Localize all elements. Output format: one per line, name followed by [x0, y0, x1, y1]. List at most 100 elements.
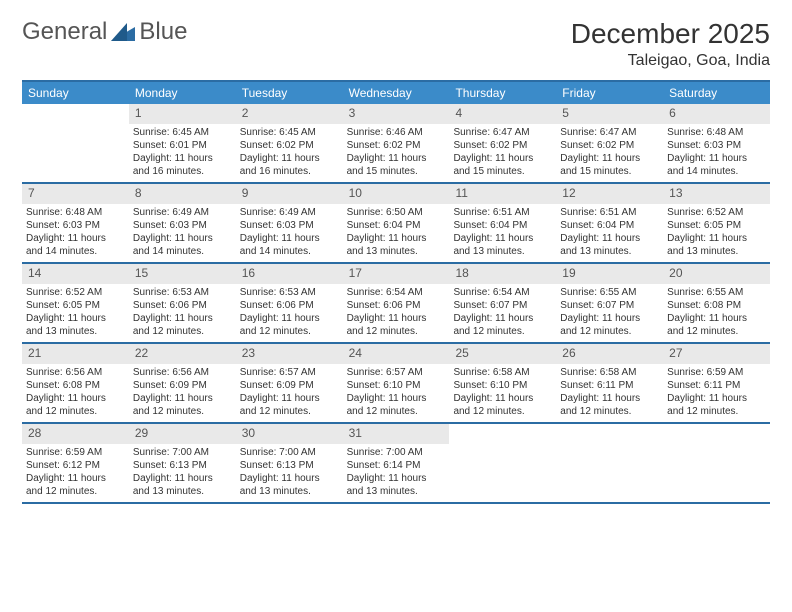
day-cell: 5Sunrise: 6:47 AMSunset: 6:02 PMDaylight… — [556, 104, 663, 182]
day-body: Sunrise: 6:47 AMSunset: 6:02 PMDaylight:… — [449, 124, 556, 182]
day-body: Sunrise: 6:58 AMSunset: 6:10 PMDaylight:… — [449, 364, 556, 422]
day-number: 28 — [22, 424, 129, 444]
day-line: and 15 minutes. — [560, 165, 659, 178]
day-line: and 13 minutes. — [560, 245, 659, 258]
day-cell: 6Sunrise: 6:48 AMSunset: 6:03 PMDaylight… — [663, 104, 770, 182]
logo-icon — [111, 23, 135, 41]
day-line: Daylight: 11 hours — [347, 152, 446, 165]
day-body: Sunrise: 6:55 AMSunset: 6:07 PMDaylight:… — [556, 284, 663, 342]
day-line: and 12 minutes. — [347, 325, 446, 338]
day-cell: 26Sunrise: 6:58 AMSunset: 6:11 PMDayligh… — [556, 344, 663, 422]
day-line: and 14 minutes. — [240, 245, 339, 258]
day-line: Sunrise: 6:48 AM — [667, 126, 766, 139]
day-number: 31 — [343, 424, 450, 444]
day-cell — [22, 104, 129, 182]
day-cell: 2Sunrise: 6:45 AMSunset: 6:02 PMDaylight… — [236, 104, 343, 182]
day-line: Sunrise: 6:50 AM — [347, 206, 446, 219]
day-line: and 14 minutes. — [133, 245, 232, 258]
day-line: and 13 minutes. — [347, 245, 446, 258]
dow-friday: Friday — [556, 82, 663, 104]
day-line: Daylight: 11 hours — [347, 392, 446, 405]
dow-wednesday: Wednesday — [343, 82, 450, 104]
day-cell: 10Sunrise: 6:50 AMSunset: 6:04 PMDayligh… — [343, 184, 450, 262]
day-line: Sunset: 6:07 PM — [560, 299, 659, 312]
day-line: Sunset: 6:14 PM — [347, 459, 446, 472]
day-line: Sunset: 6:06 PM — [240, 299, 339, 312]
day-line: Sunrise: 7:00 AM — [133, 446, 232, 459]
day-line: Sunset: 6:03 PM — [240, 219, 339, 232]
day-line: Daylight: 11 hours — [26, 392, 125, 405]
header: General Blue December 2025 Taleigao, Goa… — [22, 18, 770, 70]
day-line: Daylight: 11 hours — [667, 232, 766, 245]
day-line: and 13 minutes. — [240, 485, 339, 498]
day-line: Daylight: 11 hours — [453, 232, 552, 245]
day-line: Sunrise: 6:53 AM — [133, 286, 232, 299]
day-cell: 23Sunrise: 6:57 AMSunset: 6:09 PMDayligh… — [236, 344, 343, 422]
day-number: 30 — [236, 424, 343, 444]
day-line: Daylight: 11 hours — [133, 392, 232, 405]
day-body: Sunrise: 6:45 AMSunset: 6:02 PMDaylight:… — [236, 124, 343, 182]
day-line: Sunset: 6:04 PM — [560, 219, 659, 232]
week-row: 28Sunrise: 6:59 AMSunset: 6:12 PMDayligh… — [22, 424, 770, 504]
day-cell: 27Sunrise: 6:59 AMSunset: 6:11 PMDayligh… — [663, 344, 770, 422]
day-line: Daylight: 11 hours — [560, 312, 659, 325]
day-line: and 12 minutes. — [667, 325, 766, 338]
day-body: Sunrise: 6:49 AMSunset: 6:03 PMDaylight:… — [236, 204, 343, 262]
calendar: SundayMondayTuesdayWednesdayThursdayFrid… — [22, 80, 770, 504]
day-number: 22 — [129, 344, 236, 364]
day-number — [22, 104, 129, 124]
day-cell — [663, 424, 770, 502]
day-body: Sunrise: 6:54 AMSunset: 6:07 PMDaylight:… — [449, 284, 556, 342]
day-line: and 12 minutes. — [133, 405, 232, 418]
day-line: Sunrise: 6:49 AM — [133, 206, 232, 219]
day-number: 20 — [663, 264, 770, 284]
day-body — [556, 444, 663, 450]
day-line: Sunset: 6:01 PM — [133, 139, 232, 152]
day-body: Sunrise: 6:54 AMSunset: 6:06 PMDaylight:… — [343, 284, 450, 342]
day-line: Sunrise: 7:00 AM — [347, 446, 446, 459]
day-line: Sunrise: 6:54 AM — [347, 286, 446, 299]
day-line: Sunset: 6:02 PM — [347, 139, 446, 152]
day-line: Sunrise: 6:53 AM — [240, 286, 339, 299]
logo-word2: Blue — [139, 18, 187, 46]
day-line: Sunset: 6:13 PM — [240, 459, 339, 472]
day-number: 18 — [449, 264, 556, 284]
day-line: Daylight: 11 hours — [667, 152, 766, 165]
day-line: Daylight: 11 hours — [240, 392, 339, 405]
day-number: 12 — [556, 184, 663, 204]
day-line: Daylight: 11 hours — [26, 312, 125, 325]
day-cell: 19Sunrise: 6:55 AMSunset: 6:07 PMDayligh… — [556, 264, 663, 342]
day-number: 24 — [343, 344, 450, 364]
day-body: Sunrise: 6:48 AMSunset: 6:03 PMDaylight:… — [22, 204, 129, 262]
day-line: and 14 minutes. — [667, 165, 766, 178]
day-line: Sunset: 6:11 PM — [560, 379, 659, 392]
day-cell: 13Sunrise: 6:52 AMSunset: 6:05 PMDayligh… — [663, 184, 770, 262]
month-title: December 2025 — [571, 18, 770, 50]
dow-thursday: Thursday — [449, 82, 556, 104]
day-cell: 16Sunrise: 6:53 AMSunset: 6:06 PMDayligh… — [236, 264, 343, 342]
day-number: 2 — [236, 104, 343, 124]
day-cell: 4Sunrise: 6:47 AMSunset: 6:02 PMDaylight… — [449, 104, 556, 182]
day-line: Sunrise: 6:49 AM — [240, 206, 339, 219]
day-body: Sunrise: 6:51 AMSunset: 6:04 PMDaylight:… — [556, 204, 663, 262]
day-number: 26 — [556, 344, 663, 364]
week-row: 21Sunrise: 6:56 AMSunset: 6:08 PMDayligh… — [22, 344, 770, 424]
day-line: Sunset: 6:03 PM — [133, 219, 232, 232]
day-body: Sunrise: 7:00 AMSunset: 6:14 PMDaylight:… — [343, 444, 450, 502]
day-line: Sunrise: 6:59 AM — [667, 366, 766, 379]
day-number: 3 — [343, 104, 450, 124]
day-cell: 3Sunrise: 6:46 AMSunset: 6:02 PMDaylight… — [343, 104, 450, 182]
day-body: Sunrise: 6:47 AMSunset: 6:02 PMDaylight:… — [556, 124, 663, 182]
day-body: Sunrise: 6:58 AMSunset: 6:11 PMDaylight:… — [556, 364, 663, 422]
day-line: Sunset: 6:04 PM — [347, 219, 446, 232]
day-line: Sunrise: 6:58 AM — [453, 366, 552, 379]
week-row: 7Sunrise: 6:48 AMSunset: 6:03 PMDaylight… — [22, 184, 770, 264]
day-body: Sunrise: 6:53 AMSunset: 6:06 PMDaylight:… — [129, 284, 236, 342]
day-line: Sunrise: 6:55 AM — [667, 286, 766, 299]
day-line: and 16 minutes. — [133, 165, 232, 178]
day-line: and 15 minutes. — [453, 165, 552, 178]
week-row: 14Sunrise: 6:52 AMSunset: 6:05 PMDayligh… — [22, 264, 770, 344]
day-line: Daylight: 11 hours — [133, 472, 232, 485]
day-cell: 21Sunrise: 6:56 AMSunset: 6:08 PMDayligh… — [22, 344, 129, 422]
day-cell: 29Sunrise: 7:00 AMSunset: 6:13 PMDayligh… — [129, 424, 236, 502]
